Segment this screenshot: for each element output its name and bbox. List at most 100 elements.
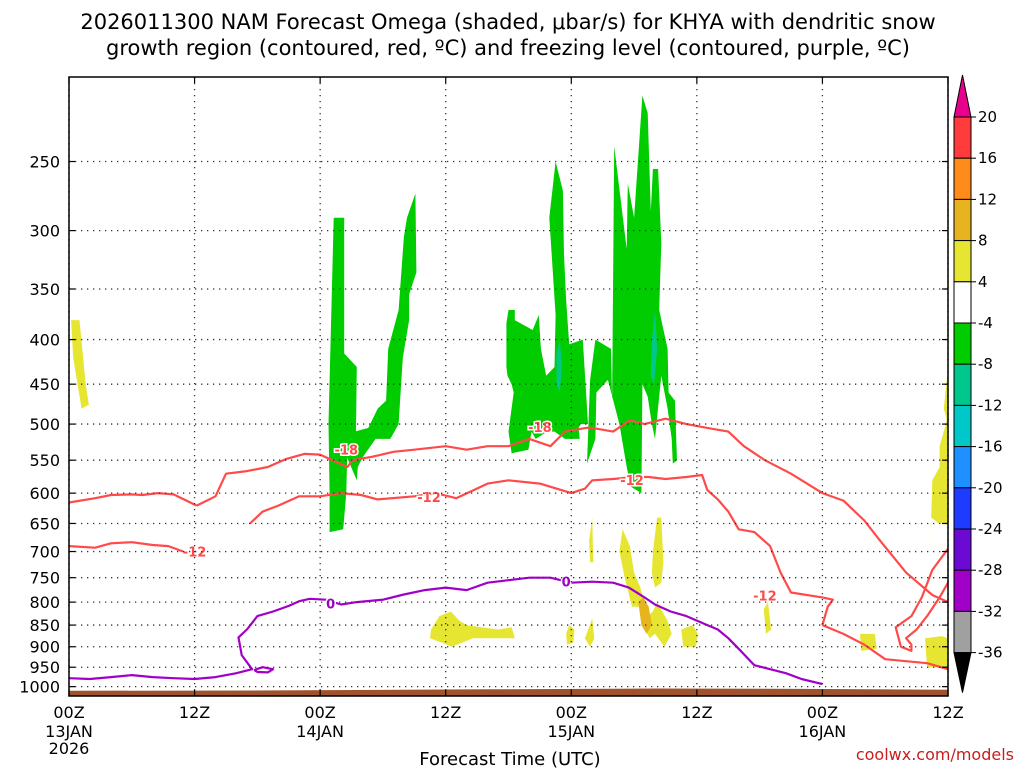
colorbar-label: -36 — [978, 644, 1003, 662]
omega-region-7 — [430, 611, 515, 647]
colorbar-segment — [953, 404, 972, 448]
colorbar-segment — [953, 322, 972, 365]
omega-region-13 — [584, 618, 595, 647]
colorbar-label: 4 — [978, 273, 988, 291]
colorbar-label: -28 — [978, 561, 1003, 579]
y-tick-label: 1000 — [19, 678, 60, 697]
omega-region-14 — [763, 602, 772, 634]
x-tick-label: 12Z — [179, 703, 210, 722]
contour-line-m18-0 — [196, 417, 948, 604]
credit-text: coolwx.com/models — [856, 745, 1014, 764]
colorbar-label: 16 — [978, 149, 997, 167]
colorbar-label: -4 — [978, 314, 993, 332]
contour-lines: -18 -18 -12 -12 -12 -12 0 0 — [69, 417, 948, 686]
x-tick-sublabel: 13JAN — [45, 722, 93, 741]
chart-title-line1: 2026011300 NAM Forecast Omega (shaded, μ… — [80, 10, 935, 34]
omega-region-9 — [619, 529, 672, 647]
x-tick-label: 00Z — [53, 703, 84, 722]
omega-region-8 — [566, 625, 575, 645]
y-tick-label: 650 — [29, 515, 60, 534]
omega-region-18 — [943, 367, 948, 425]
y-tick-label: 950 — [29, 658, 60, 677]
omega-shading — [71, 95, 948, 668]
contour-label: -12 — [753, 589, 777, 604]
y-tick-label: 300 — [29, 222, 60, 241]
omega-region-2 — [506, 161, 588, 454]
plot-frame — [68, 76, 949, 697]
y-tick-label: 800 — [29, 593, 60, 612]
colorbar-segment — [953, 446, 972, 489]
colorbar-segment — [953, 281, 972, 324]
x-tick-label: 12Z — [932, 703, 963, 722]
omega-region-17 — [930, 408, 948, 552]
colorbar-arrow-top — [953, 74, 972, 118]
x-tick-sublabel: 16JAN — [799, 722, 847, 741]
colorbar-label: -16 — [978, 438, 1003, 456]
omega-region-16 — [925, 636, 948, 668]
colorbar-segment — [953, 487, 972, 530]
y-tick-label: 600 — [29, 484, 60, 503]
x-tick-sublabel: 2026 — [49, 739, 90, 758]
omega-region-0 — [328, 217, 357, 533]
x-axis-label: Forecast Time (UTC) — [419, 749, 600, 768]
plot-area: -18 -18 -12 -12 -12 -12 0 0 — [69, 95, 948, 696]
colorbar: 20 16 12 8 4 -4 -8 -12 -16 -20 -24 -28 -32 -36 — [953, 74, 1003, 693]
colorbar-label: 12 — [978, 190, 997, 208]
omega-region-12 — [589, 517, 594, 563]
colorbar-label: -20 — [978, 479, 1003, 497]
y-tick-label: 700 — [29, 543, 60, 562]
chart-title-line2: growth region (contoured, red, ºC) and f… — [106, 36, 910, 60]
grid-lines — [68, 77, 949, 696]
omega-region-15 — [860, 633, 877, 651]
colorbar-segment — [953, 528, 972, 571]
omega-region-19 — [638, 597, 652, 634]
y-tick-label: 450 — [29, 375, 60, 394]
colorbar-label: -24 — [978, 520, 1003, 538]
x-tick-label: 12Z — [681, 703, 712, 722]
colorbar-segment — [953, 198, 972, 242]
y-tick-label: 850 — [29, 616, 60, 635]
contour-label: -12 — [620, 474, 644, 489]
y-tick-label: 750 — [29, 569, 60, 588]
contour-line-m12-1 — [249, 473, 834, 626]
y-tick-label: 900 — [29, 638, 60, 657]
contour-label: 0 — [562, 576, 571, 591]
omega-region-6 — [71, 320, 89, 409]
colorbar-segment — [953, 569, 972, 612]
x-tick-label: 00Z — [304, 703, 335, 722]
colorbar-label: -12 — [978, 396, 1003, 414]
axes: 250 300 350 400 450 500 550 600 650 700 750 800 850 9… — [19, 76, 964, 758]
omega-region-11 — [681, 625, 698, 647]
omega-region-5 — [556, 339, 562, 393]
omega-region-10 — [651, 517, 664, 588]
contour-label: -18 — [335, 443, 359, 458]
contour-label: -12 — [183, 546, 207, 561]
x-tick-label: 00Z — [807, 703, 838, 722]
colorbar-segment — [953, 363, 972, 406]
colorbar-label: -32 — [978, 602, 1003, 620]
contour-label: -18 — [528, 421, 552, 436]
y-tick-label: 550 — [29, 451, 60, 470]
contour-line-m12-5 — [894, 548, 948, 652]
y-tick-label: 250 — [29, 153, 60, 172]
x-tick-label: 12Z — [430, 703, 461, 722]
contour-line-m12-2 — [69, 492, 198, 507]
omega-region-1 — [345, 193, 417, 481]
contour-label: 0 — [326, 598, 335, 613]
x-tick-label: 00Z — [556, 703, 587, 722]
colorbar-segment — [953, 240, 972, 283]
colorbar-label: 8 — [978, 232, 988, 250]
omega-region-3 — [587, 95, 677, 494]
y-tick-label: 400 — [29, 331, 60, 350]
y-tick-label: 500 — [29, 415, 60, 434]
contour-line-0-6 — [69, 576, 823, 686]
colorbar-label: -8 — [978, 355, 993, 373]
contour-line-m12-3 — [69, 541, 184, 553]
omega-region-4 — [650, 310, 658, 385]
colorbar-segment — [953, 157, 972, 200]
contour-line-0-7 — [253, 666, 275, 674]
colorbar-segment — [953, 116, 972, 159]
contour-label: -12 — [417, 491, 441, 506]
colorbar-segment — [953, 610, 972, 654]
